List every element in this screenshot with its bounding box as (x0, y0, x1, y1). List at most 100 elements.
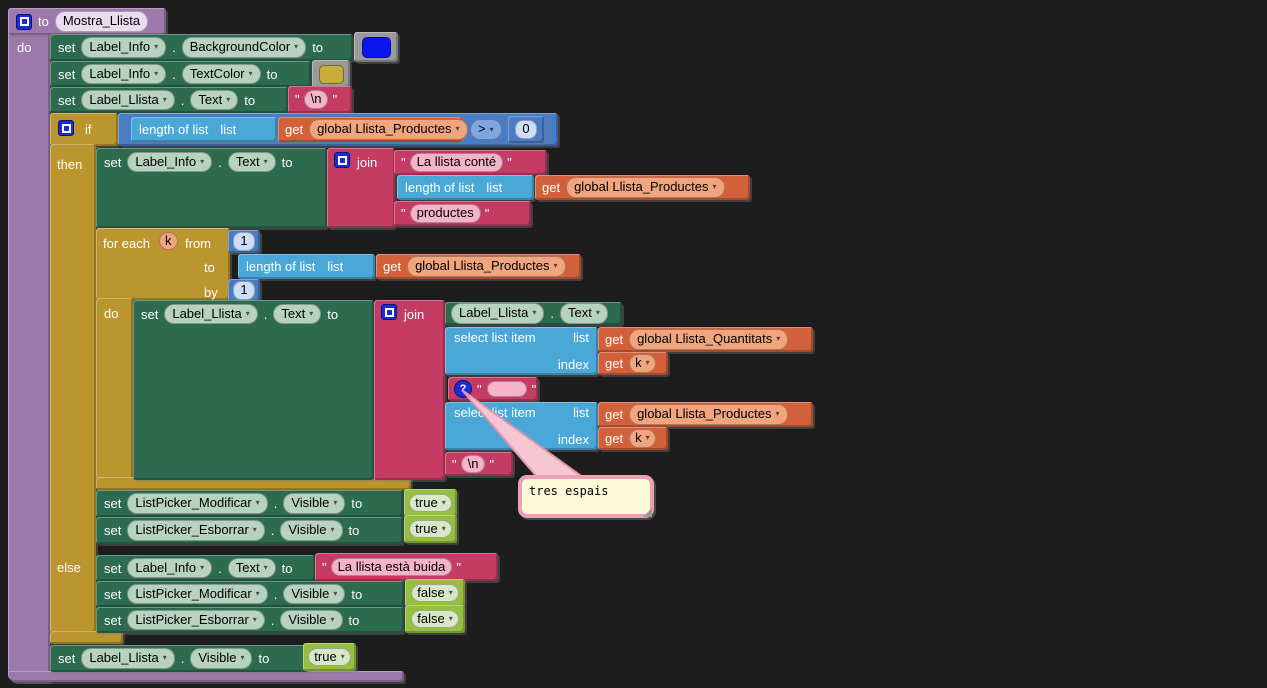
procedure-block-body[interactable] (8, 30, 50, 682)
procedure-block-header[interactable]: to Mostra_Llista (8, 8, 166, 35)
set-listpickeresborrar-visible-false-block[interactable]: set ListPicker_Esborrar ▾ . Visible ▾ to (96, 607, 404, 633)
comment-bubble[interactable]: tres espais (518, 475, 654, 518)
variable-dropdown[interactable]: k ▾ (629, 354, 656, 373)
number-zero-block[interactable]: 0 (508, 116, 544, 143)
variable-dropdown[interactable]: k ▾ (629, 429, 656, 448)
get-global-llista-quantitats-block[interactable]: get global Llista_Quantitats ▾ (598, 327, 813, 352)
component-dropdown[interactable]: ListPicker_Esborrar ▾ (127, 520, 265, 541)
logic-dropdown[interactable]: true ▾ (409, 493, 452, 513)
string-value-field[interactable]: \n (303, 90, 329, 109)
property-dropdown[interactable]: Visible ▾ (283, 493, 346, 514)
text-string-newline-block[interactable]: " \n " (445, 452, 513, 476)
labelllista-text-getter-block[interactable]: Label_Llista ▾ . Text ▾ (445, 302, 622, 325)
join-block[interactable]: join (374, 300, 445, 480)
component-dropdown[interactable]: Label_Llista ▾ (81, 89, 175, 111)
color-block-yellow[interactable] (312, 60, 350, 88)
variable-dropdown[interactable]: global Llista_Productes ▾ (407, 256, 566, 277)
set-labelllista-text-block[interactable]: set Label_Llista ▾ . Text ▾ to (50, 87, 288, 113)
component-dropdown[interactable]: Label_Llista ▾ (451, 303, 545, 324)
component-dropdown[interactable]: ListPicker_Modificar ▾ (127, 583, 268, 605)
mutator-icon[interactable] (334, 152, 350, 168)
select-list-item-block[interactable]: select list item list index (445, 402, 598, 450)
logic-true-block[interactable]: true ▾ (404, 515, 457, 543)
component-dropdown[interactable]: ListPicker_Esborrar ▾ (127, 609, 265, 631)
foreach-block-bottom[interactable] (96, 477, 411, 490)
logic-dropdown[interactable]: true ▾ (409, 519, 452, 539)
set-listpickeresborrar-visible-block[interactable]: set ListPicker_Esborrar ▾ . Visible ▾ to (96, 517, 403, 544)
comment-resize-handle[interactable] (643, 508, 652, 517)
logic-false-block[interactable]: false ▾ (405, 579, 465, 607)
blue-color-swatch[interactable] (361, 36, 391, 58)
component-dropdown[interactable]: Label_Info ▾ (81, 37, 167, 58)
property-dropdown[interactable]: TextColor ▾ (181, 63, 261, 85)
property-dropdown[interactable]: Text ▾ (227, 557, 276, 579)
set-labelinfo-backgroundcolor-block[interactable]: set Label_Info ▾ . BackgroundColor ▾ to (50, 34, 353, 61)
get-k-block[interactable]: get k ▾ (598, 427, 668, 450)
text-string-la-llista-esta-buida-block[interactable]: " La llista està buida " (315, 553, 498, 581)
property-dropdown[interactable]: Text ▾ (190, 89, 239, 111)
set-labelllista-visible-block[interactable]: set Label_Llista ▾ . Visible ▾ to (50, 645, 309, 672)
get-global-llista-productes-block[interactable]: get global Llista_Productes ▾ (535, 175, 750, 200)
if-block-body[interactable] (50, 144, 96, 633)
text-string-newline-block[interactable]: " \n " (288, 86, 352, 113)
length-of-list-block[interactable]: length of list list (397, 175, 534, 200)
set-labelinfo-text-empty-block[interactable]: set Label_Info ▾ . Text ▾ to (96, 555, 315, 581)
set-listpickermodificar-visible-false-block[interactable]: set ListPicker_Modificar ▾ . Visible ▾ to (96, 581, 404, 607)
get-global-llista-productes-block[interactable]: get global Llista_Productes ▾ (376, 254, 581, 279)
logic-true-block[interactable]: true ▾ (404, 489, 457, 517)
component-dropdown[interactable]: Label_Llista ▾ (164, 304, 258, 325)
variable-dropdown[interactable]: global Llista_Productes ▾ (566, 177, 725, 198)
string-value-field[interactable]: productes (409, 204, 481, 223)
logic-dropdown[interactable]: true ▾ (308, 647, 351, 667)
procedure-block-bottom[interactable] (8, 671, 404, 682)
number-field[interactable]: 1 (233, 281, 255, 300)
text-string-spaces-block[interactable]: ? " " (448, 377, 538, 401)
mutator-icon[interactable] (58, 120, 74, 136)
text-string-productes-block[interactable]: " productes " (394, 201, 531, 226)
mutator-icon[interactable] (16, 13, 32, 30)
set-listpickermodificar-visible-block[interactable]: set ListPicker_Modificar ▾ . Visible ▾ to (96, 490, 403, 517)
property-dropdown[interactable]: Visible ▾ (283, 583, 346, 605)
component-dropdown[interactable]: ListPicker_Modificar ▾ (127, 493, 268, 514)
get-global-llista-productes-block[interactable]: get global Llista_Productes ▾ (278, 117, 468, 142)
if-block-bottom[interactable] (50, 631, 123, 644)
string-value-field[interactable]: La llista conté (409, 153, 504, 172)
mutator-icon[interactable] (381, 304, 397, 320)
property-dropdown[interactable]: Visible ▾ (190, 648, 253, 669)
warning-question-icon[interactable]: ? (454, 380, 472, 398)
component-dropdown[interactable]: Label_Info ▾ (127, 152, 213, 173)
property-dropdown[interactable]: BackgroundColor ▾ (181, 37, 307, 58)
property-dropdown[interactable]: Visible ▾ (280, 609, 343, 631)
number-field[interactable]: 1 (233, 232, 255, 251)
component-dropdown[interactable]: Label_Info ▾ (81, 63, 167, 85)
comparison-operator-dropdown[interactable]: > ▾ (470, 119, 502, 140)
number-one-block[interactable]: 1 (228, 230, 260, 253)
number-one-block[interactable]: 1 (228, 279, 260, 302)
string-value-field[interactable]: \n (460, 454, 486, 474)
loop-variable-field[interactable]: k (159, 232, 178, 251)
length-of-list-block[interactable]: length of list list (131, 117, 277, 142)
property-dropdown[interactable]: Visible ▾ (280, 520, 343, 541)
length-of-list-block[interactable]: length of list list (238, 254, 375, 279)
text-string-la-llista-conte-block[interactable]: " La llista conté " (394, 150, 547, 175)
select-list-item-block[interactable]: select list item list index (445, 327, 598, 375)
logic-dropdown[interactable]: false ▾ (411, 583, 459, 603)
variable-dropdown[interactable]: global Llista_Productes ▾ (309, 119, 468, 140)
component-dropdown[interactable]: Label_Llista ▾ (81, 648, 175, 669)
variable-dropdown[interactable]: global Llista_Quantitats ▾ (629, 329, 789, 350)
string-value-field[interactable] (486, 381, 527, 397)
get-global-llista-productes-block[interactable]: get global Llista_Productes ▾ (598, 402, 813, 427)
join-block[interactable]: join (327, 148, 395, 228)
number-field[interactable]: 0 (515, 120, 537, 139)
logic-dropdown[interactable]: false ▾ (411, 609, 459, 629)
property-dropdown[interactable]: Text ▾ (227, 152, 276, 173)
logic-false-block[interactable]: false ▾ (405, 605, 465, 633)
property-dropdown[interactable]: Text ▾ (273, 304, 322, 325)
set-labelinfo-textcolor-block[interactable]: set Label_Info ▾ . TextColor ▾ to (50, 61, 311, 87)
set-labelinfo-text-join-block[interactable]: set Label_Info ▾ . Text ▾ to (96, 148, 327, 228)
variable-dropdown[interactable]: global Llista_Productes ▾ (629, 404, 788, 425)
component-dropdown[interactable]: Label_Info ▾ (127, 557, 213, 579)
yellow-color-swatch[interactable] (318, 64, 344, 84)
logic-true-block[interactable]: true ▾ (303, 643, 356, 671)
